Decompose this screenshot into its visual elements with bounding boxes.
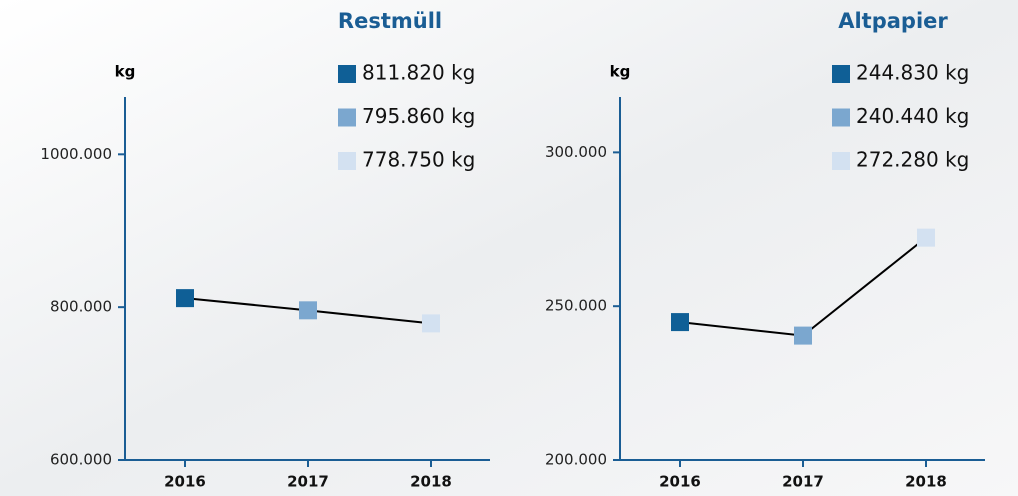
legend-swatch (832, 109, 850, 127)
legend-swatch (338, 109, 356, 127)
y-tick-label: 800.000 (50, 298, 112, 316)
y-tick-label: 600.000 (50, 451, 112, 469)
x-tick-label: 2016 (164, 473, 206, 491)
legend-label: 244.830 kg (856, 61, 969, 85)
point (671, 313, 689, 331)
chart-title: Restmüll (338, 9, 442, 33)
legend-label: 811.820 kg (362, 61, 475, 85)
legend-swatch (832, 65, 850, 83)
legend-label: 240.440 kg (856, 104, 969, 128)
legend-swatch (338, 65, 356, 83)
y-axis-label: kg (610, 63, 631, 81)
legend-swatch (338, 152, 356, 170)
x-tick-label: 2018 (410, 473, 452, 491)
x-tick-label: 2016 (659, 473, 701, 491)
y-axis-label: kg (115, 63, 136, 81)
y-tick-label: 300.000 (545, 143, 607, 161)
x-tick-label: 2017 (287, 473, 329, 491)
y-tick-label: 1000.000 (40, 145, 112, 163)
point (176, 289, 194, 307)
page: Restmüll kg 600.000 800.000 1000.000 2016 2017… (0, 0, 1018, 496)
point (422, 314, 440, 332)
legend-swatch (832, 152, 850, 170)
x-tick-label: 2017 (782, 473, 824, 491)
legend-label: 272.280 kg (856, 148, 969, 172)
x-tick-label: 2018 (905, 473, 947, 491)
point (917, 229, 935, 247)
y-tick-label: 200.000 (545, 451, 607, 469)
point (794, 327, 812, 345)
chart-title: Altpapier (838, 9, 948, 33)
legend-label: 778.750 kg (362, 148, 475, 172)
legend-label: 795.860 kg (362, 104, 475, 128)
y-tick-label: 250.000 (545, 297, 607, 315)
point (299, 301, 317, 319)
